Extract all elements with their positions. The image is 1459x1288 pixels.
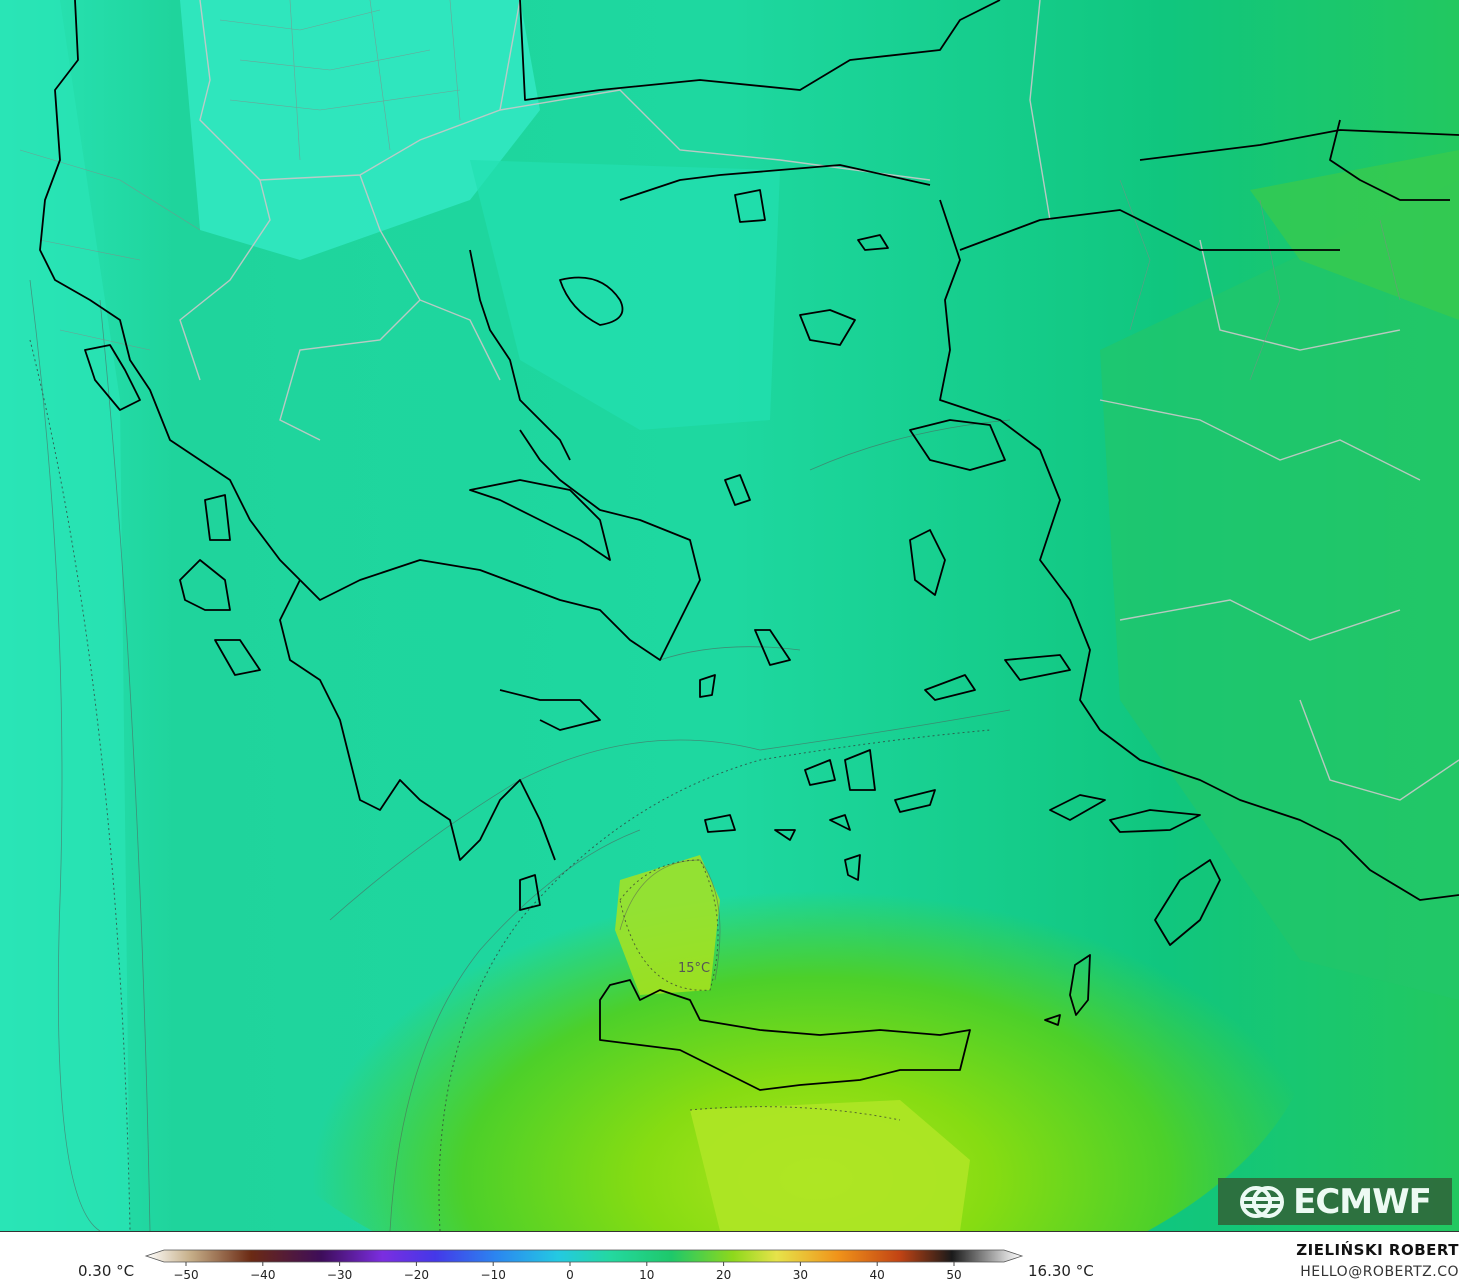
colorbar-tick-label: 40: [870, 1268, 885, 1282]
colorbar-tick-label: −30: [327, 1268, 352, 1282]
cool-zone-west: [0, 0, 130, 1231]
cool-zone-north: [180, 0, 540, 260]
colorbar-gradient: [144, 1249, 1024, 1263]
colorbar-tick-label: −50: [173, 1268, 198, 1282]
contour-dashed: [29, 339, 991, 1231]
warm-core-south-crete: [690, 1100, 970, 1231]
coastlines: [39, 0, 1459, 1091]
legend-footer: 0.30 °C −50: [0, 1231, 1459, 1288]
region-borders: [19, 0, 1401, 381]
warm-zone-northeast: [1250, 150, 1459, 320]
colorbar-tick-label: 30: [793, 1268, 808, 1282]
colorbar-tick-label: −40: [250, 1268, 275, 1282]
temp-label: 15°C: [678, 961, 710, 976]
colorbar-tick-label: 50: [946, 1268, 961, 1282]
cool-zone-aegean: [470, 160, 780, 430]
colorbar-ticks: −50 −40 −30 −20 −10 0 10 20 30 40 50: [173, 1262, 962, 1282]
colorbar-tick-label: 0: [566, 1268, 574, 1282]
author-email: HELLO@ROBERTZ.CO: [1300, 1264, 1459, 1280]
colorbar: −50 −40 −30 −20 −10 0 10 20 30 40 50: [144, 1249, 1024, 1282]
warm-core-kythera: [615, 855, 720, 995]
colorbar-tick-label: −20: [404, 1268, 429, 1282]
ecmwf-logo-icon: [1240, 1185, 1285, 1218]
country-borders: [179, 0, 1459, 801]
colorbar-max-value: 16.30 °C: [1028, 1262, 1094, 1280]
colorbar-tick-label: 20: [716, 1268, 731, 1282]
author-credit: ZIELIŃSKI ROBERT: [1296, 1241, 1459, 1259]
colorbar-tick-label: −10: [481, 1268, 506, 1282]
colorbar-min-value: 0.30 °C: [78, 1262, 135, 1280]
temperature-map: 15°C: [0, 0, 1459, 1231]
warm-zone-south: [200, 680, 1320, 1231]
ecmwf-logo: ECMWF: [1218, 1178, 1452, 1225]
colorbar-tick-label: 10: [639, 1268, 654, 1282]
ecmwf-logo-text: ECMWF: [1293, 1181, 1432, 1222]
